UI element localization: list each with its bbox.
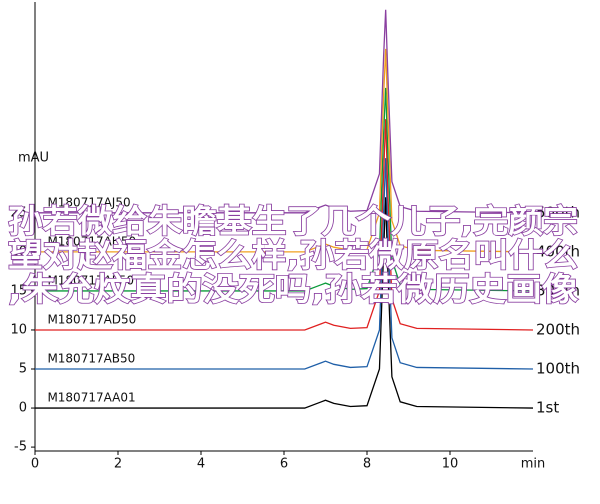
series-line: [35, 87, 534, 292]
overlay-text: ,朱允炆真的没死吗,孙若微历史画像: [8, 270, 578, 308]
y-tick-label: 5: [19, 362, 27, 377]
series-end-label: 300th: [536, 281, 580, 299]
series-end-label: 100th: [536, 360, 580, 378]
y-tick-label: 20: [10, 244, 27, 259]
series-end-label: 400th: [536, 242, 580, 260]
x-tick-label: 4: [197, 457, 205, 472]
series-end-label: 1st: [536, 399, 559, 417]
x-tick-label: 8: [363, 457, 371, 472]
x-tick-label: 0: [31, 457, 39, 472]
x-tick-label: 6: [280, 457, 288, 472]
series-label: M180717AA01: [47, 391, 135, 405]
x-axis-label: min: [521, 457, 546, 472]
y-axis-label: mAU: [18, 151, 49, 166]
x-tick-label: 2: [114, 457, 122, 472]
y-tick-label: 15: [10, 283, 27, 298]
y-tick-label: 0: [19, 401, 27, 416]
y-tick-label: -5: [14, 440, 27, 455]
series-end-label: 500th: [536, 203, 580, 221]
y-tick-label: 10: [10, 322, 27, 337]
series-end-label: 200th: [536, 320, 580, 338]
overlay-text: 孙若微给朱瞻基生了几个儿子,完颜宗: [8, 202, 578, 240]
series-label: M180717AD50: [47, 312, 136, 326]
x-tick-label: 10: [442, 457, 459, 472]
series-line: [35, 197, 534, 409]
series-line: [35, 119, 534, 331]
y-tick-label: 25: [10, 205, 27, 220]
series-label: M180717AJ50: [47, 195, 130, 209]
series-line: [35, 9, 534, 214]
series-line: [35, 158, 534, 370]
series-label: M180717AH50: [47, 234, 136, 248]
series-label: M180717AB50: [47, 352, 135, 366]
series-label: M180717AF50: [47, 273, 134, 287]
overlay-text: 望对赵福金怎么样,孙若微原名叫什么: [8, 236, 578, 274]
series-line: [35, 48, 534, 253]
